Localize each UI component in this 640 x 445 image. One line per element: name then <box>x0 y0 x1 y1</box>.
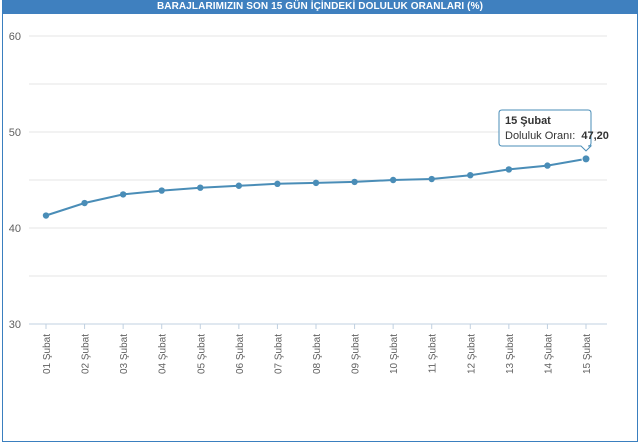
y-tick-label: 50 <box>9 127 21 139</box>
data-point[interactable] <box>81 199 88 207</box>
x-tick-label: 12 Şubat <box>466 334 477 374</box>
x-tick-label: 14 Şubat <box>543 334 554 374</box>
tooltip-body: Doluluk Oranı: 47,20 <box>505 130 609 142</box>
data-point[interactable] <box>581 154 591 164</box>
data-point[interactable] <box>235 182 243 189</box>
series-line <box>45 157 587 217</box>
plot-area: 30 40 50 60 01 Şubat 02 Şubat 03 Şubat 04 Şuba… <box>3 14 637 440</box>
data-point[interactable] <box>389 176 397 184</box>
tooltip-title: 15 Şubat <box>505 115 551 127</box>
tooltip-value: 47,20 <box>581 130 609 142</box>
data-point[interactable] <box>505 166 513 173</box>
data-point[interactable] <box>312 179 320 187</box>
y-tick-label: 60 <box>9 31 21 43</box>
x-axis-ticks: 01 Şubat 02 Şubat 03 Şubat 04 Şubat 05 Şubat… <box>42 324 593 374</box>
x-tick-label: 10 Şubat <box>389 334 400 374</box>
x-tick-label: 09 Şubat <box>351 334 362 374</box>
x-tick-label: 03 Şubat <box>119 334 130 374</box>
x-tick-label: 08 Şubat <box>312 334 323 374</box>
data-point[interactable] <box>158 187 165 194</box>
tooltip-label: Doluluk Oranı: <box>505 130 575 142</box>
data-point[interactable] <box>467 172 474 179</box>
data-points[interactable] <box>42 154 591 219</box>
tooltip-box <box>498 109 593 152</box>
y-tick-label: 30 <box>9 319 21 331</box>
x-tick-label: 01 Şubat <box>42 334 53 374</box>
data-point[interactable] <box>428 175 435 183</box>
x-tick-label: 13 Şubat <box>505 334 516 374</box>
x-tick-label: 07 Şubat <box>273 334 284 374</box>
x-tick-label: 11 Şubat <box>428 334 439 374</box>
chart-title: BARAJLARIMIZIN SON 15 GÜN İÇİNDEKİ DOLUL… <box>3 0 637 14</box>
data-point[interactable] <box>119 191 127 198</box>
x-tick-label: 06 Şubat <box>235 334 246 374</box>
data-point[interactable] <box>544 162 551 169</box>
x-tick-label: 05 Şubat <box>196 334 207 374</box>
x-tick-label: 04 Şubat <box>158 334 169 374</box>
y-axis-ticks: 30 40 50 60 <box>9 31 21 331</box>
data-point[interactable] <box>197 184 204 191</box>
data-point[interactable] <box>274 180 281 188</box>
data-point[interactable] <box>351 178 358 186</box>
x-tick-label: 15 Şubat <box>582 334 593 374</box>
grid-lines <box>29 35 607 325</box>
x-tick-label: 02 Şubat <box>81 334 92 374</box>
y-tick-label: 40 <box>9 223 21 235</box>
data-point[interactable] <box>42 212 50 219</box>
line-chart: 30 40 50 60 01 Şubat 02 Şubat 03 Şubat 04 Şuba… <box>9 31 609 374</box>
tooltip: 15 Şubat Doluluk Oranı: 47,20 <box>498 109 609 152</box>
